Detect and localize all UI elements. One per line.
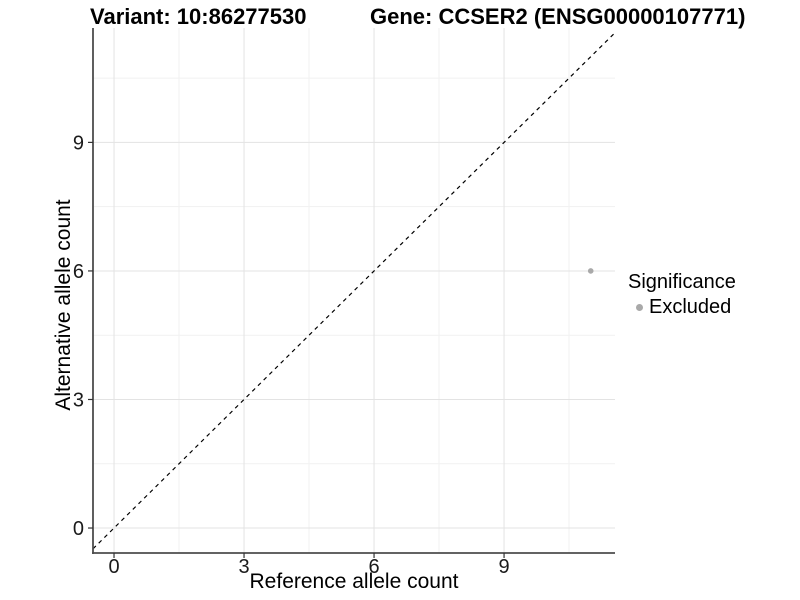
legend-key-point-icon [636,304,643,311]
identity-dashed-line [92,32,616,550]
svg-text:9: 9 [498,556,509,578]
svg-text:0: 0 [108,556,119,578]
y-axis-title: Alternative allele count [52,199,75,411]
axis-tick-marks [88,141,505,558]
svg-text:9: 9 [73,132,84,154]
legend-item-excluded: Excluded [628,296,736,319]
plot-title-variant: Variant: 10:86277530 [90,4,307,29]
legend-title: Significance [628,271,736,293]
x-axis-title: Reference allele count [249,570,459,593]
minor-gridlines [93,28,615,553]
svg-text:3: 3 [238,556,249,578]
svg-text:6: 6 [73,261,84,283]
legend: Significance Excluded [628,271,736,319]
major-gridlines [93,28,615,553]
plot-title-gene: Gene: CCSER2 (ENSG00000107771) [370,4,746,29]
svg-text:6: 6 [368,556,379,578]
svg-text:3: 3 [73,389,84,411]
legend-item-label: Excluded [649,296,732,318]
svg-text:0: 0 [73,518,84,540]
data-points [587,268,594,274]
axis-lines [92,28,615,554]
axis-tick-labels: 0 3 6 9 0 3 6 9 [73,132,510,578]
